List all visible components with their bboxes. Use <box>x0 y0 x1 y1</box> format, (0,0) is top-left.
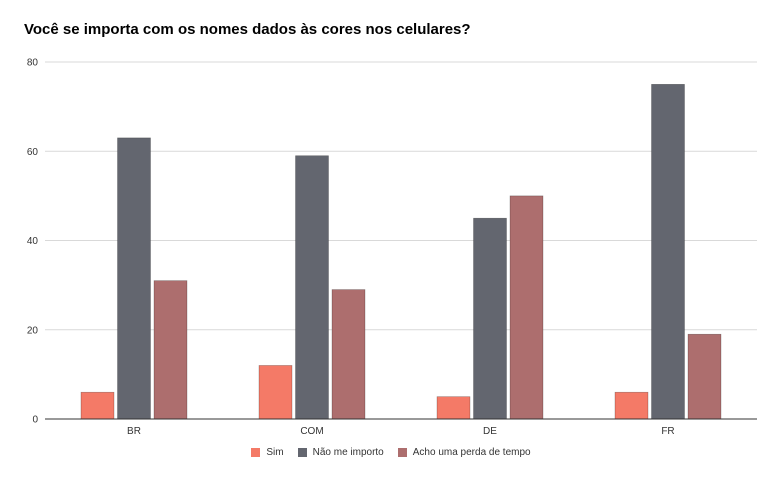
legend-item: Não me importo <box>297 447 384 458</box>
gridlines <box>45 61 757 331</box>
chart-title: Você se importa com os nomes dados às co… <box>24 21 471 38</box>
legend-swatch <box>297 448 307 457</box>
legend-label: Acho uma perda de tempo <box>412 447 531 458</box>
y-tick-label: 80 <box>27 58 39 69</box>
bar-br-series-3 <box>153 280 188 420</box>
y-tick-label: 20 <box>27 325 39 336</box>
y-tick-label: 60 <box>27 147 39 158</box>
legend-item: Acho uma perda de tempo <box>397 447 531 458</box>
x-axis-ticks: BR COM DE FR <box>127 426 675 437</box>
bar-com-series-3 <box>331 289 366 420</box>
legend: Sim Não me importo Acho uma perda de tempo <box>0 447 782 458</box>
bar-de-series-1 <box>436 396 471 420</box>
x-tick-label: FR <box>661 426 674 437</box>
legend-swatch <box>397 448 407 457</box>
x-tick-label: COM <box>300 426 323 437</box>
legend-swatch <box>251 448 261 457</box>
bars <box>80 84 722 420</box>
y-tick-label: 0 <box>32 415 38 426</box>
y-axis-ticks: 0 20 40 60 80 <box>27 58 39 426</box>
x-tick-label: BR <box>127 426 141 437</box>
bar-fr-series-1 <box>614 391 649 420</box>
bar-br-series-1 <box>80 391 115 420</box>
bar-de-series-3 <box>509 195 544 420</box>
bar-com-series-2 <box>295 155 329 420</box>
legend-label: Sim <box>266 447 284 458</box>
x-tick-label: DE <box>483 426 497 437</box>
legend-label: Não me importo <box>312 447 384 458</box>
legend-item: Sim <box>251 447 284 458</box>
bar-de-series-2 <box>473 217 507 420</box>
bar-fr-series-3 <box>687 333 722 420</box>
bar-com-series-1 <box>258 365 293 420</box>
bar-br-series-2 <box>117 137 151 420</box>
y-tick-label: 40 <box>27 236 39 247</box>
bar-fr-series-2 <box>651 84 685 420</box>
